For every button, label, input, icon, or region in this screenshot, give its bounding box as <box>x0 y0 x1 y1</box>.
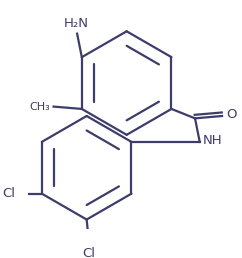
Text: Cl: Cl <box>83 247 96 258</box>
Text: Cl: Cl <box>2 187 15 200</box>
Text: H₂N: H₂N <box>63 17 88 30</box>
Text: CH₃: CH₃ <box>29 102 50 111</box>
Text: NH: NH <box>203 134 223 147</box>
Text: O: O <box>226 108 237 121</box>
